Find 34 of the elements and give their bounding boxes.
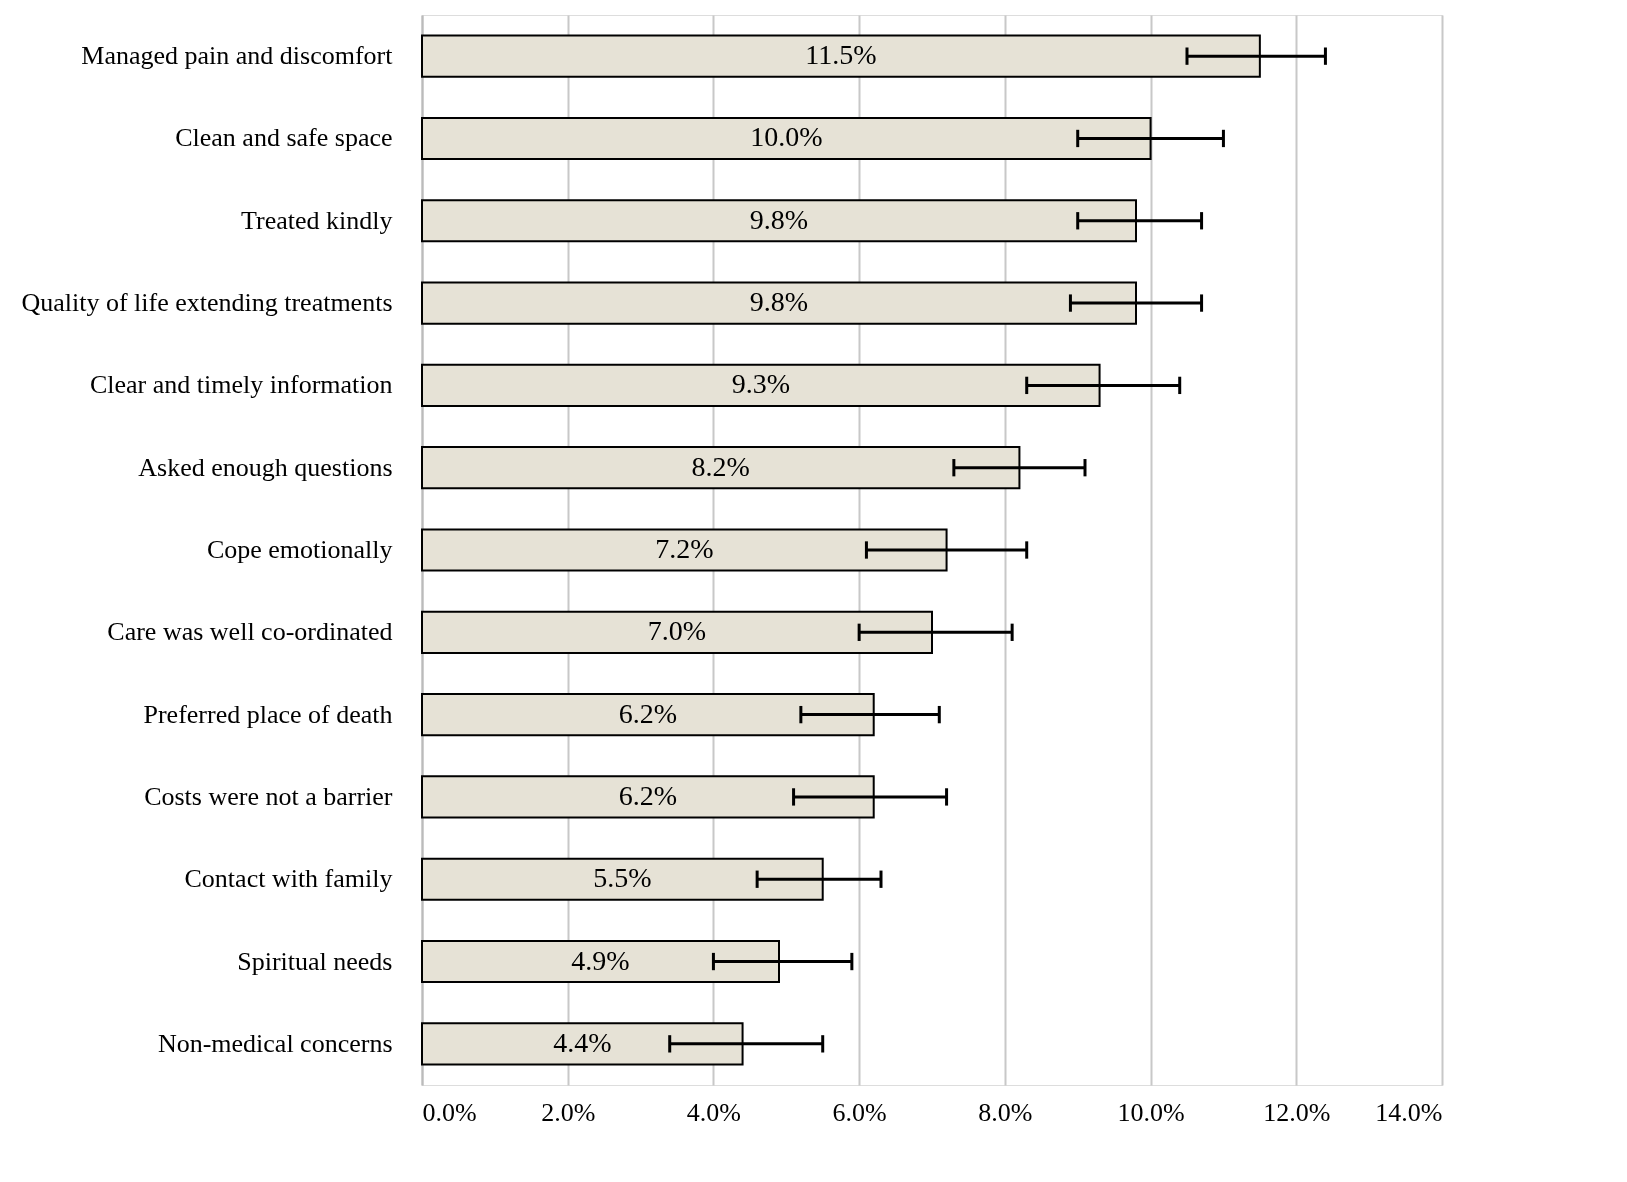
- y-tick-label: Contact with family: [184, 864, 393, 894]
- x-tick-label: 4.0%: [686, 1097, 742, 1127]
- data-label: 9.8%: [749, 203, 809, 235]
- data-label: 7.2%: [655, 533, 714, 564]
- y-tick-label: Non-medical concerns: [157, 1028, 393, 1058]
- data-label: 6.2%: [618, 697, 678, 729]
- x-tick-label: 6.0%: [832, 1097, 887, 1127]
- data-label: 10.0%: [750, 121, 823, 153]
- data-label: 9.8%: [749, 286, 809, 318]
- data-label: 8.2%: [691, 450, 750, 482]
- x-tick-label: 14.0%: [1375, 1097, 1443, 1127]
- data-label: 4.4%: [553, 1026, 612, 1058]
- data-label: 9.3%: [731, 368, 790, 400]
- data-label: 4.9%: [571, 944, 630, 976]
- x-tick-label: 8.0%: [978, 1097, 1033, 1127]
- y-tick-label: Preferred place of death: [143, 699, 393, 729]
- y-tick-label: Cope emotionally: [206, 535, 393, 564]
- x-tick-label: 10.0%: [1117, 1097, 1185, 1127]
- y-tick-label: Clean and safe space: [175, 123, 393, 153]
- y-tick-label: Care was well co-ordinated: [107, 617, 393, 647]
- x-tick-label: 12.0%: [1263, 1097, 1331, 1127]
- y-tick-label: Treated kindly: [241, 205, 393, 235]
- data-label: 5.5%: [593, 862, 652, 894]
- y-tick-label: Costs were not a barrier: [144, 781, 393, 811]
- y-tick-label: Asked enough questions: [138, 452, 393, 482]
- y-tick-label: Spiritual needs: [237, 946, 393, 976]
- x-tick-label: 2.0%: [541, 1097, 596, 1127]
- data-label: 7.0%: [647, 615, 707, 647]
- y-tick-label: Clear and timely information: [89, 370, 393, 400]
- data-label: 6.2%: [618, 779, 678, 811]
- x-tick-label: 0.0%: [422, 1097, 477, 1127]
- y-tick-label: Quality of life extending treatments: [21, 288, 393, 318]
- y-tick-label: Managed pain and discomfort: [81, 41, 394, 71]
- data-label: 11.5%: [805, 39, 877, 71]
